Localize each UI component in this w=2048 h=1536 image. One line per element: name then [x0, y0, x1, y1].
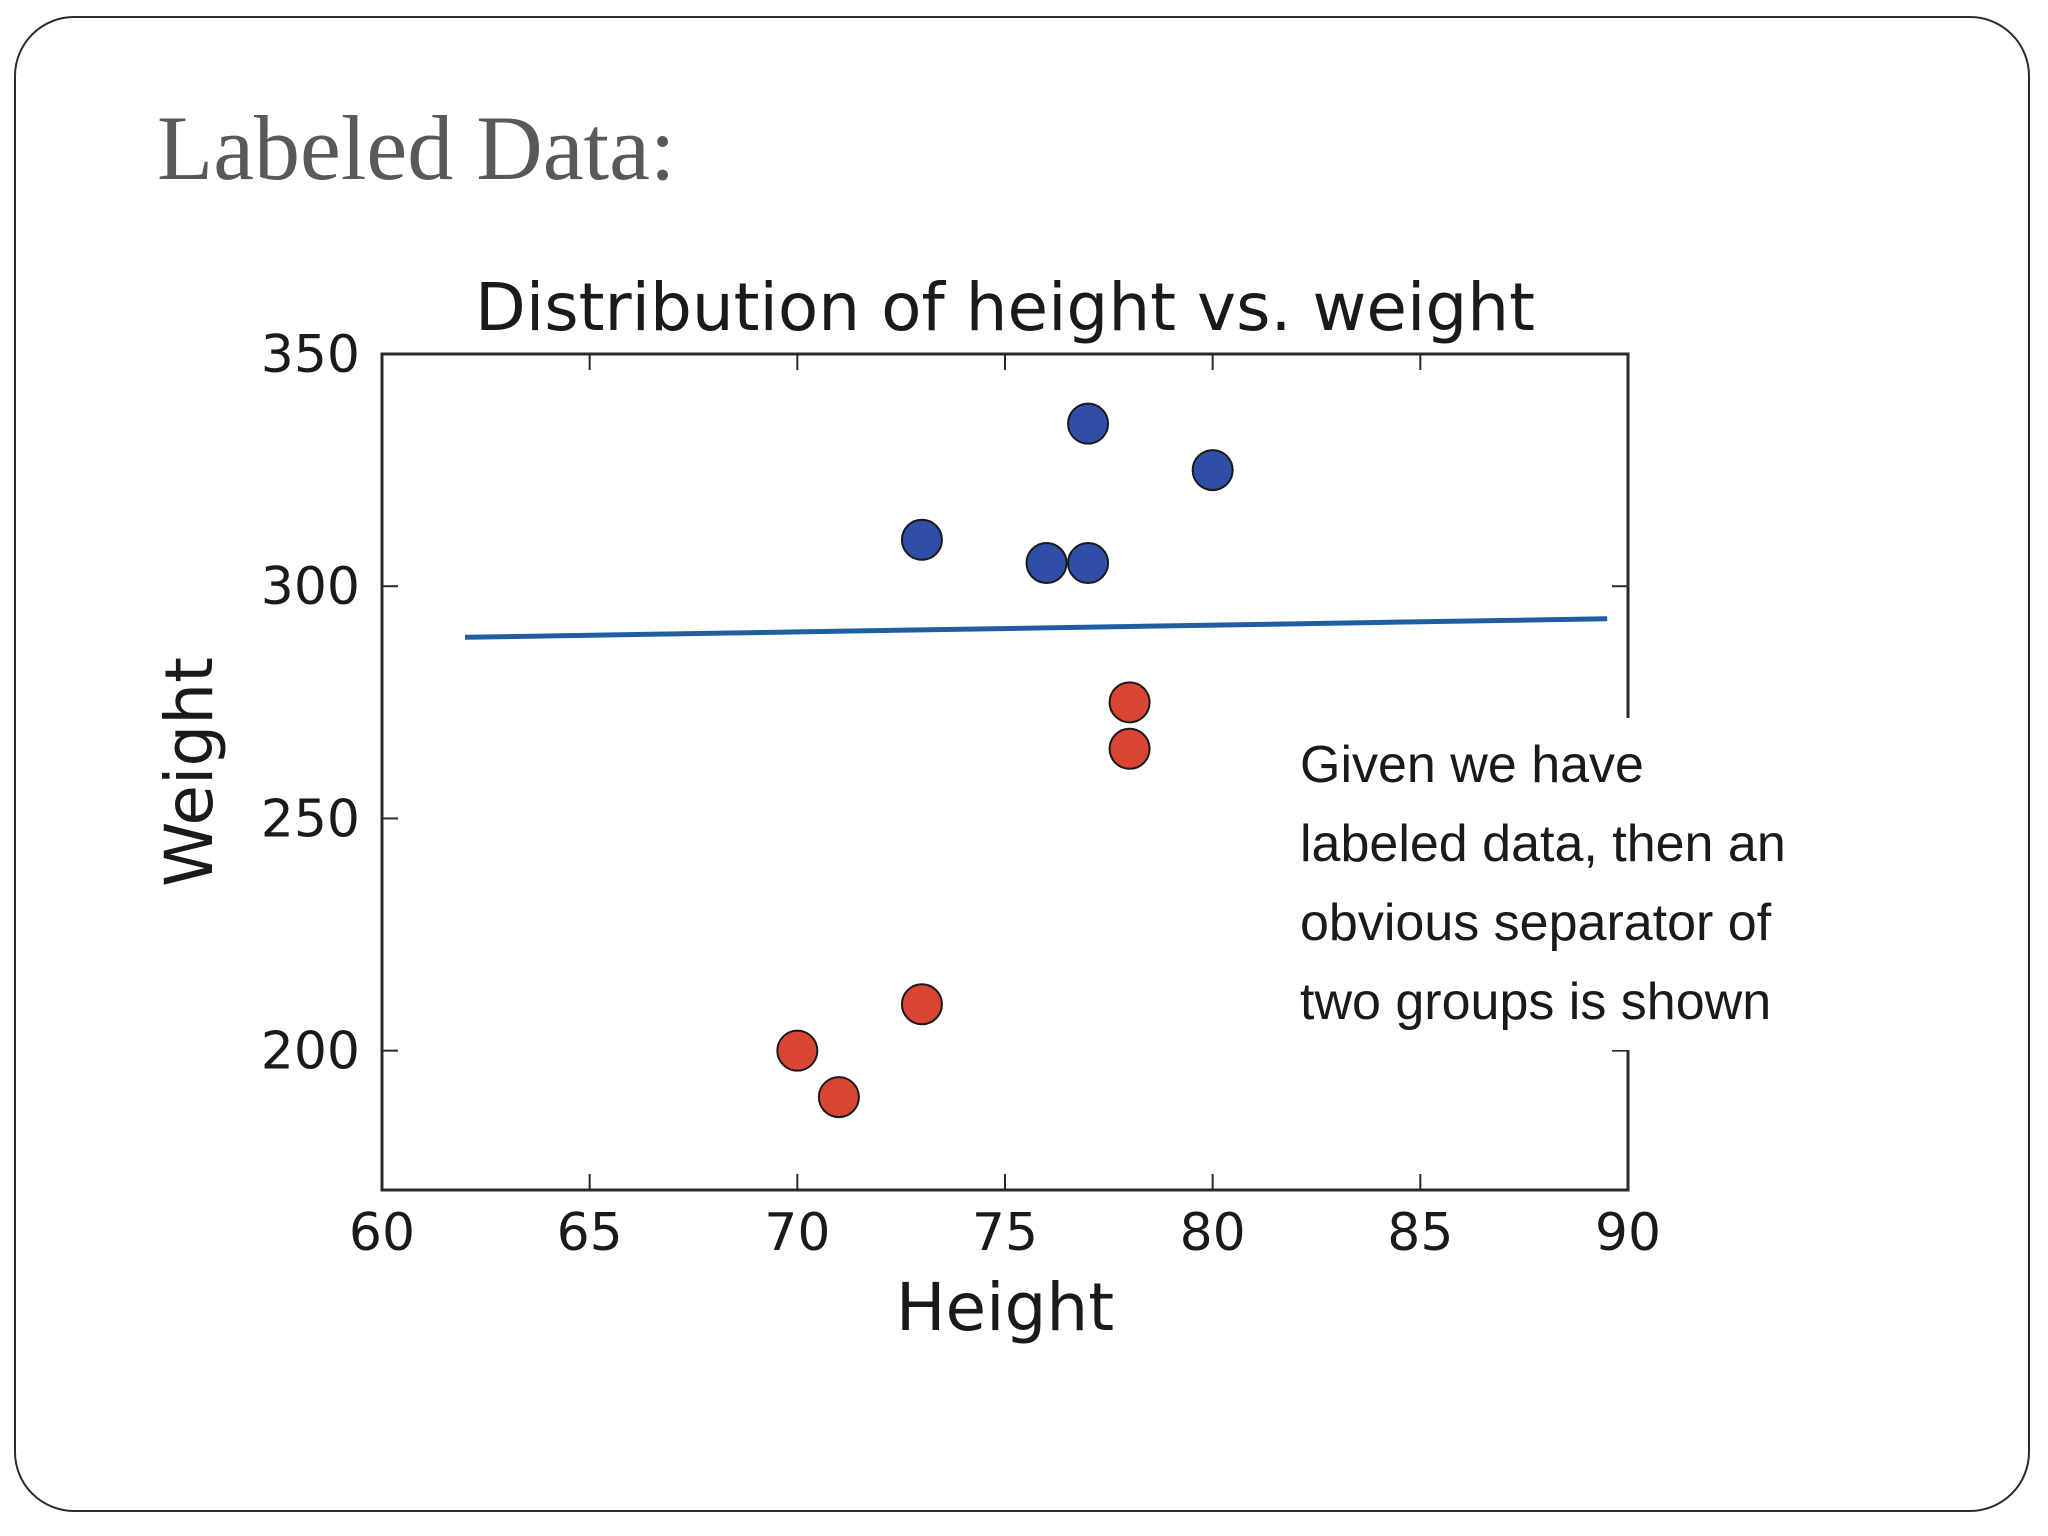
annotation-line: Given we have	[1300, 736, 1644, 794]
annotation-line: labeled data, then an	[1300, 815, 1786, 873]
data-point	[1025, 542, 1068, 584]
x-tick-label: 60	[349, 1203, 415, 1263]
data-point	[900, 518, 943, 561]
x-tick-label: 85	[1387, 1203, 1453, 1263]
x-tick-label: 70	[764, 1203, 830, 1263]
chart-title: Distribution of height vs. weight	[475, 269, 1535, 346]
x-axis-label: Height	[896, 1269, 1114, 1346]
data-point	[1108, 681, 1151, 724]
x-tick-label: 65	[557, 1203, 623, 1263]
separator-line	[465, 616, 1608, 640]
y-axis-label: Weight	[151, 657, 228, 887]
y-tick-label: 200	[261, 1022, 360, 1082]
x-tick-label: 75	[972, 1203, 1038, 1263]
data-point	[1191, 449, 1234, 492]
slide-title: Labeled Data:	[157, 97, 676, 199]
tick-labels: 60 65 70 75 80 85 90 200 250 300 350	[261, 325, 1661, 1263]
data-point	[900, 983, 943, 1026]
annotation-line: obvious separator of	[1300, 894, 1772, 952]
y-tick-label: 300	[261, 557, 360, 617]
data-point	[1067, 402, 1110, 445]
x-tick-label: 80	[1180, 1203, 1246, 1263]
data-point	[1067, 542, 1110, 584]
y-tick-label: 350	[261, 325, 360, 385]
data-point	[817, 1076, 860, 1119]
data-points	[776, 402, 1234, 1119]
annotation-callout: Given we have labeled data, then an obvi…	[1300, 718, 1900, 1050]
annotation-line: two groups is shown	[1300, 973, 1772, 1031]
data-point	[776, 1029, 819, 1072]
data-point	[1108, 727, 1151, 770]
separator	[465, 616, 1608, 640]
x-tick-label: 90	[1595, 1203, 1661, 1263]
y-tick-label: 250	[261, 789, 360, 849]
